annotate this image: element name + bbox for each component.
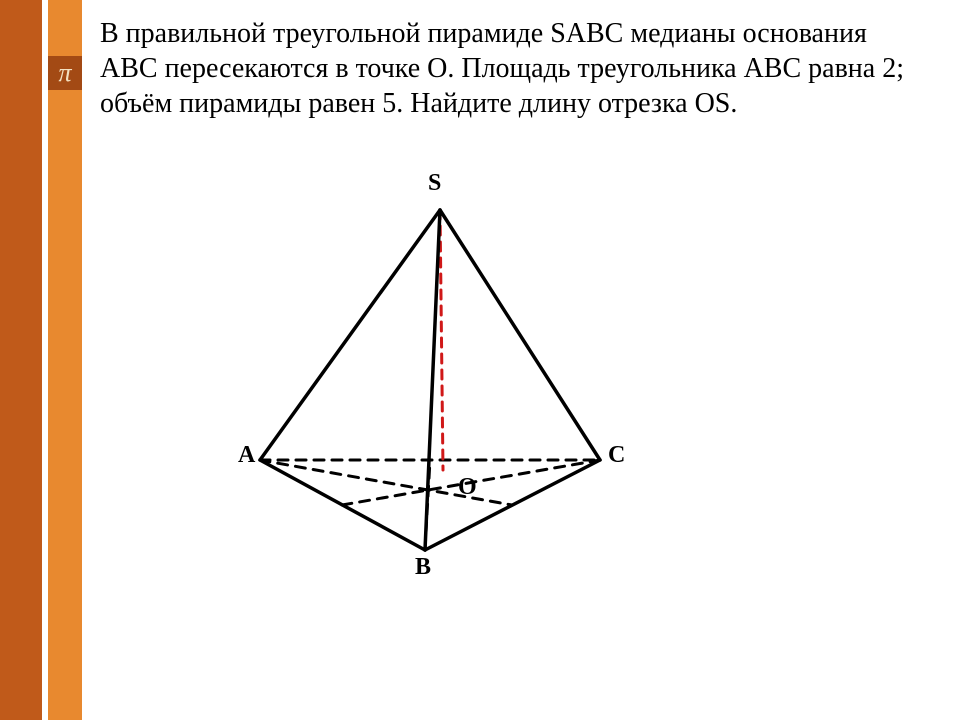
label-O: O <box>458 474 477 501</box>
problem-text: В правильной треугольной пирамиде SABC м… <box>100 16 920 121</box>
pi-icon: π <box>48 56 82 90</box>
label-C: C <box>608 442 625 469</box>
label-B: B <box>415 554 431 581</box>
side-stripe-inner <box>48 0 82 720</box>
side-stripe-outer <box>0 0 42 720</box>
pyramid-figure: S A B C O <box>160 170 760 590</box>
pi-symbol: π <box>58 58 71 88</box>
label-A: A <box>238 442 255 469</box>
label-S: S <box>428 170 441 197</box>
slide: π В правильной треугольной пирамиде SABC… <box>0 0 960 720</box>
pyramid-svg <box>160 170 760 590</box>
